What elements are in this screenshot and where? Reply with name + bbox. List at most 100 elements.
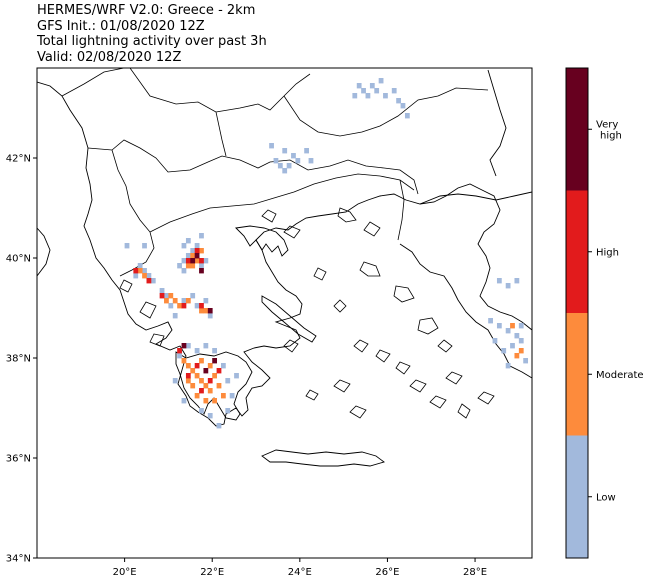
lightning-cells — [124, 78, 529, 429]
lightning-cell-low — [199, 233, 204, 239]
lightning-cell-very-high — [181, 343, 187, 349]
lightning-cell-low — [137, 263, 143, 269]
lightning-cell-high — [194, 248, 200, 254]
lightning-cell-low — [181, 298, 187, 304]
lightning-cell-low — [269, 143, 274, 149]
lightning-cell-very-high — [199, 268, 204, 274]
lightning-cell-high — [133, 268, 139, 274]
lightning-cell-low — [308, 158, 314, 164]
lightning-cell-low — [124, 243, 130, 249]
lightning-cell-low — [523, 358, 529, 364]
lightning-cell-low — [352, 93, 358, 99]
lightning-cell-low — [203, 258, 209, 264]
lightning-cell-low — [172, 313, 178, 319]
lightning-cell-low — [203, 343, 209, 349]
lightning-cell-low — [181, 398, 187, 404]
lightning-cell-low — [400, 103, 406, 109]
lightning-cell-moderate — [199, 358, 204, 364]
lightning-cell-moderate — [185, 263, 191, 269]
lat-tick-label: 34°N — [6, 554, 31, 565]
turkey-aegean-coast — [399, 243, 532, 379]
lightning-cell-low — [501, 348, 507, 354]
lightning-cell-low — [383, 93, 388, 99]
lightning-cell-low — [177, 353, 182, 359]
black-sea-coast — [487, 69, 507, 177]
lightning-cell-high — [185, 373, 191, 379]
lightning-cell-moderate — [220, 393, 226, 399]
title-variable: Total lightning activity over past 3h — [37, 34, 267, 49]
lightning-cell-high — [194, 363, 200, 369]
lightning-cell-low — [488, 318, 493, 324]
north-borders — [61, 68, 489, 157]
lightning-cell-low — [159, 288, 165, 294]
lightning-cell-low — [190, 293, 196, 299]
lat-tick-label: 40°N — [6, 254, 31, 265]
lightning-cell-high — [199, 388, 204, 394]
lon-tick-label: 20°E — [113, 567, 137, 578]
lightning-cell-high — [199, 258, 204, 264]
western-greece-coast — [111, 183, 532, 427]
title-init: GFS Init.: 01/08/2020 12Z — [37, 18, 205, 34]
lightning-cell-low — [496, 278, 502, 284]
map-frame — [36, 67, 533, 559]
coastlines-and-borders — [37, 68, 532, 467]
lightning-cell-moderate — [185, 378, 191, 384]
lightning-cell-very-high — [190, 258, 196, 264]
chalkidiki-coast — [235, 225, 289, 257]
lightning-cell-low — [181, 268, 187, 274]
lightning-cell-low — [207, 313, 213, 319]
lon-tick-label: 28°E — [463, 567, 487, 578]
colorbar-segment-high — [566, 190, 588, 313]
lightning-cell-high — [181, 303, 187, 309]
peloponnese-coast — [175, 351, 253, 421]
italy-heel-coast — [37, 227, 51, 277]
lightning-cell-low — [505, 283, 511, 289]
lightning-cell-low — [168, 303, 174, 309]
lightning-cell-moderate — [185, 298, 191, 304]
lightning-cell-low — [496, 323, 502, 329]
lightning-cell-moderate — [203, 398, 209, 404]
lightning-cell-high — [207, 378, 213, 384]
lightning-cell-low — [199, 408, 204, 414]
balkan-borders — [87, 139, 419, 195]
lightning-cell-low — [229, 393, 235, 399]
lightning-cell-low — [304, 148, 309, 154]
lightning-cell-low — [142, 268, 147, 274]
colorbar-segment-moderate — [566, 313, 588, 436]
lightning-cell-low — [518, 338, 524, 344]
lightning-cell-moderate — [172, 298, 178, 304]
lightning-cell-low — [273, 158, 279, 164]
lightning-cell-very-high — [207, 308, 213, 314]
lightning-cell-low — [146, 273, 152, 279]
lightning-cell-moderate — [199, 308, 204, 314]
lightning-cell-very-high — [194, 253, 200, 259]
lightning-cell-low — [194, 348, 200, 354]
lightning-cell-moderate — [518, 348, 524, 354]
lightning-cell-low — [374, 88, 380, 94]
lightning-cell-moderate — [181, 358, 187, 364]
lightning-cell-low — [185, 343, 191, 349]
lightning-cell-low — [185, 238, 191, 244]
adriatic-coast — [37, 81, 113, 281]
colorbar-frame — [565, 67, 589, 559]
lightning-cell-moderate — [514, 353, 520, 359]
lightning-cell-low — [142, 243, 147, 249]
map-title-block: HERMES/WRF V2.0: Greece - 2km GFS Init.:… — [37, 3, 267, 65]
lightning-cell-high — [177, 348, 182, 354]
lightning-cell-high — [199, 303, 204, 309]
lon-tick-label: 24°E — [288, 567, 312, 578]
lightning-cell-low — [291, 153, 296, 159]
lightning-cell-low — [133, 273, 139, 279]
lightning-cell-low — [277, 163, 283, 169]
colorbar-label-high: High — [596, 247, 619, 258]
lightning-cell-low — [514, 333, 520, 339]
lightning-cell-low — [378, 78, 384, 84]
lightning-cell-low — [286, 163, 292, 169]
latitude-ticks: 34°N 36°N 38°N 40°N 42°N — [6, 154, 37, 565]
lightning-cell-low — [404, 113, 410, 119]
greece-north-border — [149, 173, 415, 233]
lightning-cell-low — [356, 83, 362, 89]
lightning-cell-low — [181, 243, 187, 249]
lightning-cell-low — [194, 243, 200, 249]
lightning-cell-low — [391, 88, 397, 94]
